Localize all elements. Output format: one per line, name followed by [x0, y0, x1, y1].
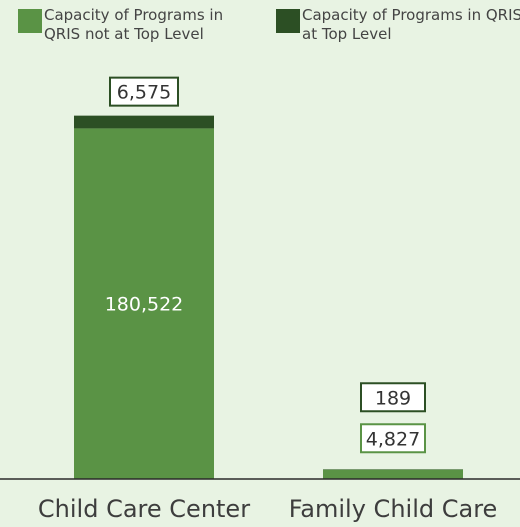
legend-swatch-not-top-level	[18, 9, 42, 33]
legend-item-top-level: Capacity of Programs in QRIS at Top Leve…	[276, 6, 520, 44]
legend-item-not-top-level: Capacity of Programs in QRIS not at Top …	[18, 6, 244, 44]
category-label-child-care-center: Child Care Center	[38, 495, 250, 523]
data-label-child-care-center-top-level: 6,575	[117, 82, 171, 104]
data-label-family-child-care-top-level: 189	[375, 387, 411, 409]
data-label-box-child-care-center-top-level	[109, 76, 179, 107]
legend-label-not-top-level: Capacity of Programs in QRIS not at Top …	[44, 6, 224, 43]
data-label-family-child-care-not-top-level: 4,827	[366, 428, 420, 450]
bar-family-child-care-not-top-level	[323, 469, 463, 479]
data-label-box-family-child-care-top-level	[360, 382, 426, 413]
data-label-box-family-child-care-not-top-level	[360, 423, 426, 454]
bar-child-care-center-top-level	[74, 115, 214, 129]
category-label-family-child-care: Family Child Care	[289, 495, 498, 523]
legend-label-top-level: Capacity of Programs in QRIS at Top Leve…	[302, 6, 520, 43]
legend-swatch-top-level	[276, 9, 300, 33]
data-label-child-care-center-not-top-level: 180,522	[105, 294, 184, 316]
bar-child-care-center-not-top-level	[74, 128, 214, 479]
